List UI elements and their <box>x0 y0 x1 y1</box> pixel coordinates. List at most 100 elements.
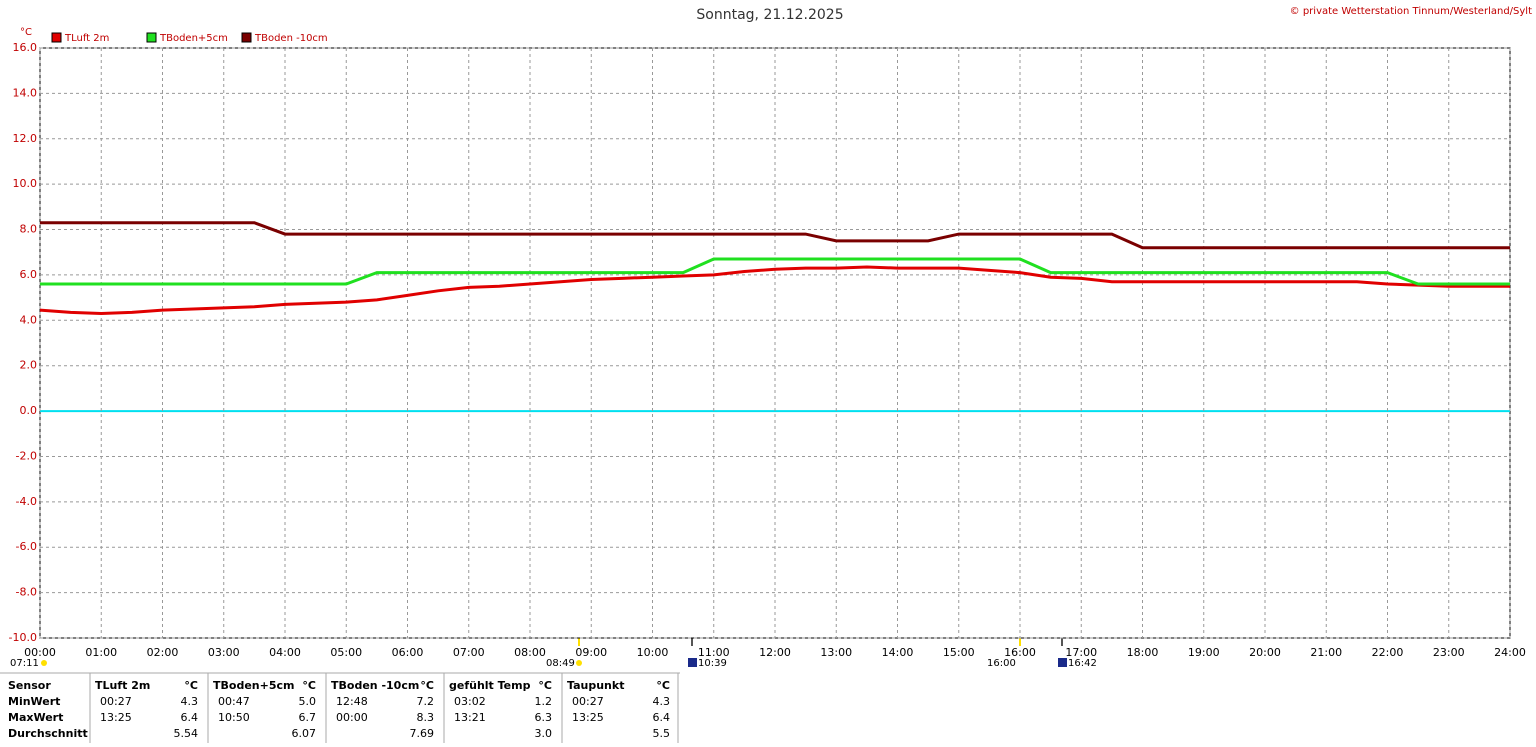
table-cell: 8.3 <box>417 711 435 724</box>
y-tick-label: -2.0 <box>16 449 37 462</box>
y-tick-label: 12.0 <box>13 132 38 145</box>
x-tick-label: 03:00 <box>208 646 240 659</box>
table-cell: 12:48 <box>336 695 368 708</box>
x-tick-label: 07:00 <box>453 646 485 659</box>
y-tick-label: -4.0 <box>16 495 37 508</box>
table-header: Taupunkt <box>567 679 624 692</box>
table-header: Sensor <box>8 679 51 692</box>
table-cell: 6.07 <box>292 727 317 740</box>
table-cell: 5.0 <box>299 695 317 708</box>
series-line <box>40 257 1510 286</box>
x-tick-label: 22:00 <box>1372 646 1404 659</box>
legend-swatch <box>146 32 157 43</box>
x-tick-label: 11:00 <box>698 646 730 659</box>
x-tick-label: 12:00 <box>759 646 791 659</box>
table-header: TBoden -10cm <box>331 679 419 692</box>
table-cell: 10:50 <box>218 711 250 724</box>
table-header: °C <box>420 679 434 692</box>
table-header: °C <box>656 679 670 692</box>
x-tick-label: 13:00 <box>820 646 852 659</box>
x-tick-label: 02:00 <box>147 646 179 659</box>
table-cell: 13:25 <box>572 711 604 724</box>
row-label: MinWert <box>8 695 60 708</box>
sun-icon <box>576 660 582 666</box>
table-cell: 00:47 <box>218 695 250 708</box>
y-tick-label: 6.0 <box>20 268 38 281</box>
stats-table <box>0 672 680 743</box>
table-header: °C <box>538 679 552 692</box>
table-cell: 4.3 <box>181 695 199 708</box>
x-tick-label: 06:00 <box>392 646 424 659</box>
table-cell: 1.2 <box>535 695 553 708</box>
legend-label: TBoden+5cm <box>159 33 228 44</box>
table-cell: 00:27 <box>100 695 132 708</box>
x-tick-label: 00:00 <box>24 646 56 659</box>
table-cell: 6.3 <box>535 711 553 724</box>
y-axis-unit: °C <box>20 27 32 38</box>
x-tick-label: 09:00 <box>575 646 607 659</box>
table-cell: 7.2 <box>417 695 435 708</box>
marker-label: 08:49 <box>546 658 575 669</box>
y-tick-label: -6.0 <box>16 540 37 553</box>
table-header: TLuft 2m <box>95 679 150 692</box>
legend-label: TBoden -10cm <box>254 33 328 44</box>
y-tick-label: 2.0 <box>20 359 38 372</box>
table-cell: 3.0 <box>535 727 553 740</box>
table-cell: 13:25 <box>100 711 132 724</box>
row-label: MaxWert <box>8 711 63 724</box>
table-cell: 6.7 <box>299 711 317 724</box>
chart-title: Sonntag, 21.12.2025 <box>696 7 843 23</box>
table-cell: 5.54 <box>174 727 199 740</box>
x-tick-label: 24:00 <box>1494 646 1526 659</box>
series-line <box>39 265 1510 316</box>
moon-icon <box>688 658 697 667</box>
y-tick-label: -8.0 <box>16 586 37 599</box>
sunrise-label: 07:11 <box>10 658 39 669</box>
table-header: TBoden+5cm <box>213 679 294 692</box>
table-cell: 03:02 <box>454 695 486 708</box>
x-tick-label: 01:00 <box>85 646 117 659</box>
y-tick-label: 16.0 <box>13 41 38 54</box>
x-tick-label: 15:00 <box>943 646 975 659</box>
x-tick-label: 08:00 <box>514 646 546 659</box>
x-tick-label: 21:00 <box>1310 646 1342 659</box>
x-tick-label: 16:00 <box>1004 646 1036 659</box>
table-cell: 5.5 <box>653 727 671 740</box>
table-header: °C <box>302 679 316 692</box>
x-tick-label: 10:00 <box>637 646 669 659</box>
table-header: °C <box>184 679 198 692</box>
marker-label: 16:00 <box>987 658 1016 669</box>
legend-swatch <box>51 32 62 43</box>
table-cell: 6.4 <box>653 711 671 724</box>
legend-label: TLuft 2m <box>64 33 109 44</box>
table-cell: 00:27 <box>572 695 604 708</box>
y-tick-label: 4.0 <box>20 313 38 326</box>
marker-label: 10:39 <box>698 658 727 669</box>
time-markers: 07:11 08:49 10:39 16:00 16:42 <box>10 633 1097 669</box>
series-line <box>40 221 1510 250</box>
table-header: gefühlt Temp <box>449 679 531 692</box>
table-cell: 00:00 <box>336 711 368 724</box>
y-tick-label: 8.0 <box>20 223 38 236</box>
legend-swatch <box>241 32 252 43</box>
table-cell: 7.69 <box>410 727 435 740</box>
y-tick-label: 10.0 <box>13 177 38 190</box>
x-tick-label: 23:00 <box>1433 646 1465 659</box>
y-tick-label: -10.0 <box>9 631 37 644</box>
marker-label: 16:42 <box>1068 658 1097 669</box>
x-tick-label: 17:00 <box>1065 646 1097 659</box>
sun-icon <box>41 660 47 666</box>
moon-icon <box>1058 658 1067 667</box>
table-cell: 6.4 <box>181 711 199 724</box>
x-tick-label: 05:00 <box>330 646 362 659</box>
row-label: Durchschnitt <box>8 727 88 740</box>
x-tick-label: 20:00 <box>1249 646 1281 659</box>
table-cell: 4.3 <box>653 695 671 708</box>
table-cell: 13:21 <box>454 711 486 724</box>
x-tick-label: 18:00 <box>1127 646 1159 659</box>
x-tick-label: 14:00 <box>882 646 914 659</box>
y-tick-label: 0.0 <box>20 404 38 417</box>
copyright: © private Wetterstation Tinnum/Westerlan… <box>1290 6 1532 17</box>
x-tick-label: 19:00 <box>1188 646 1220 659</box>
